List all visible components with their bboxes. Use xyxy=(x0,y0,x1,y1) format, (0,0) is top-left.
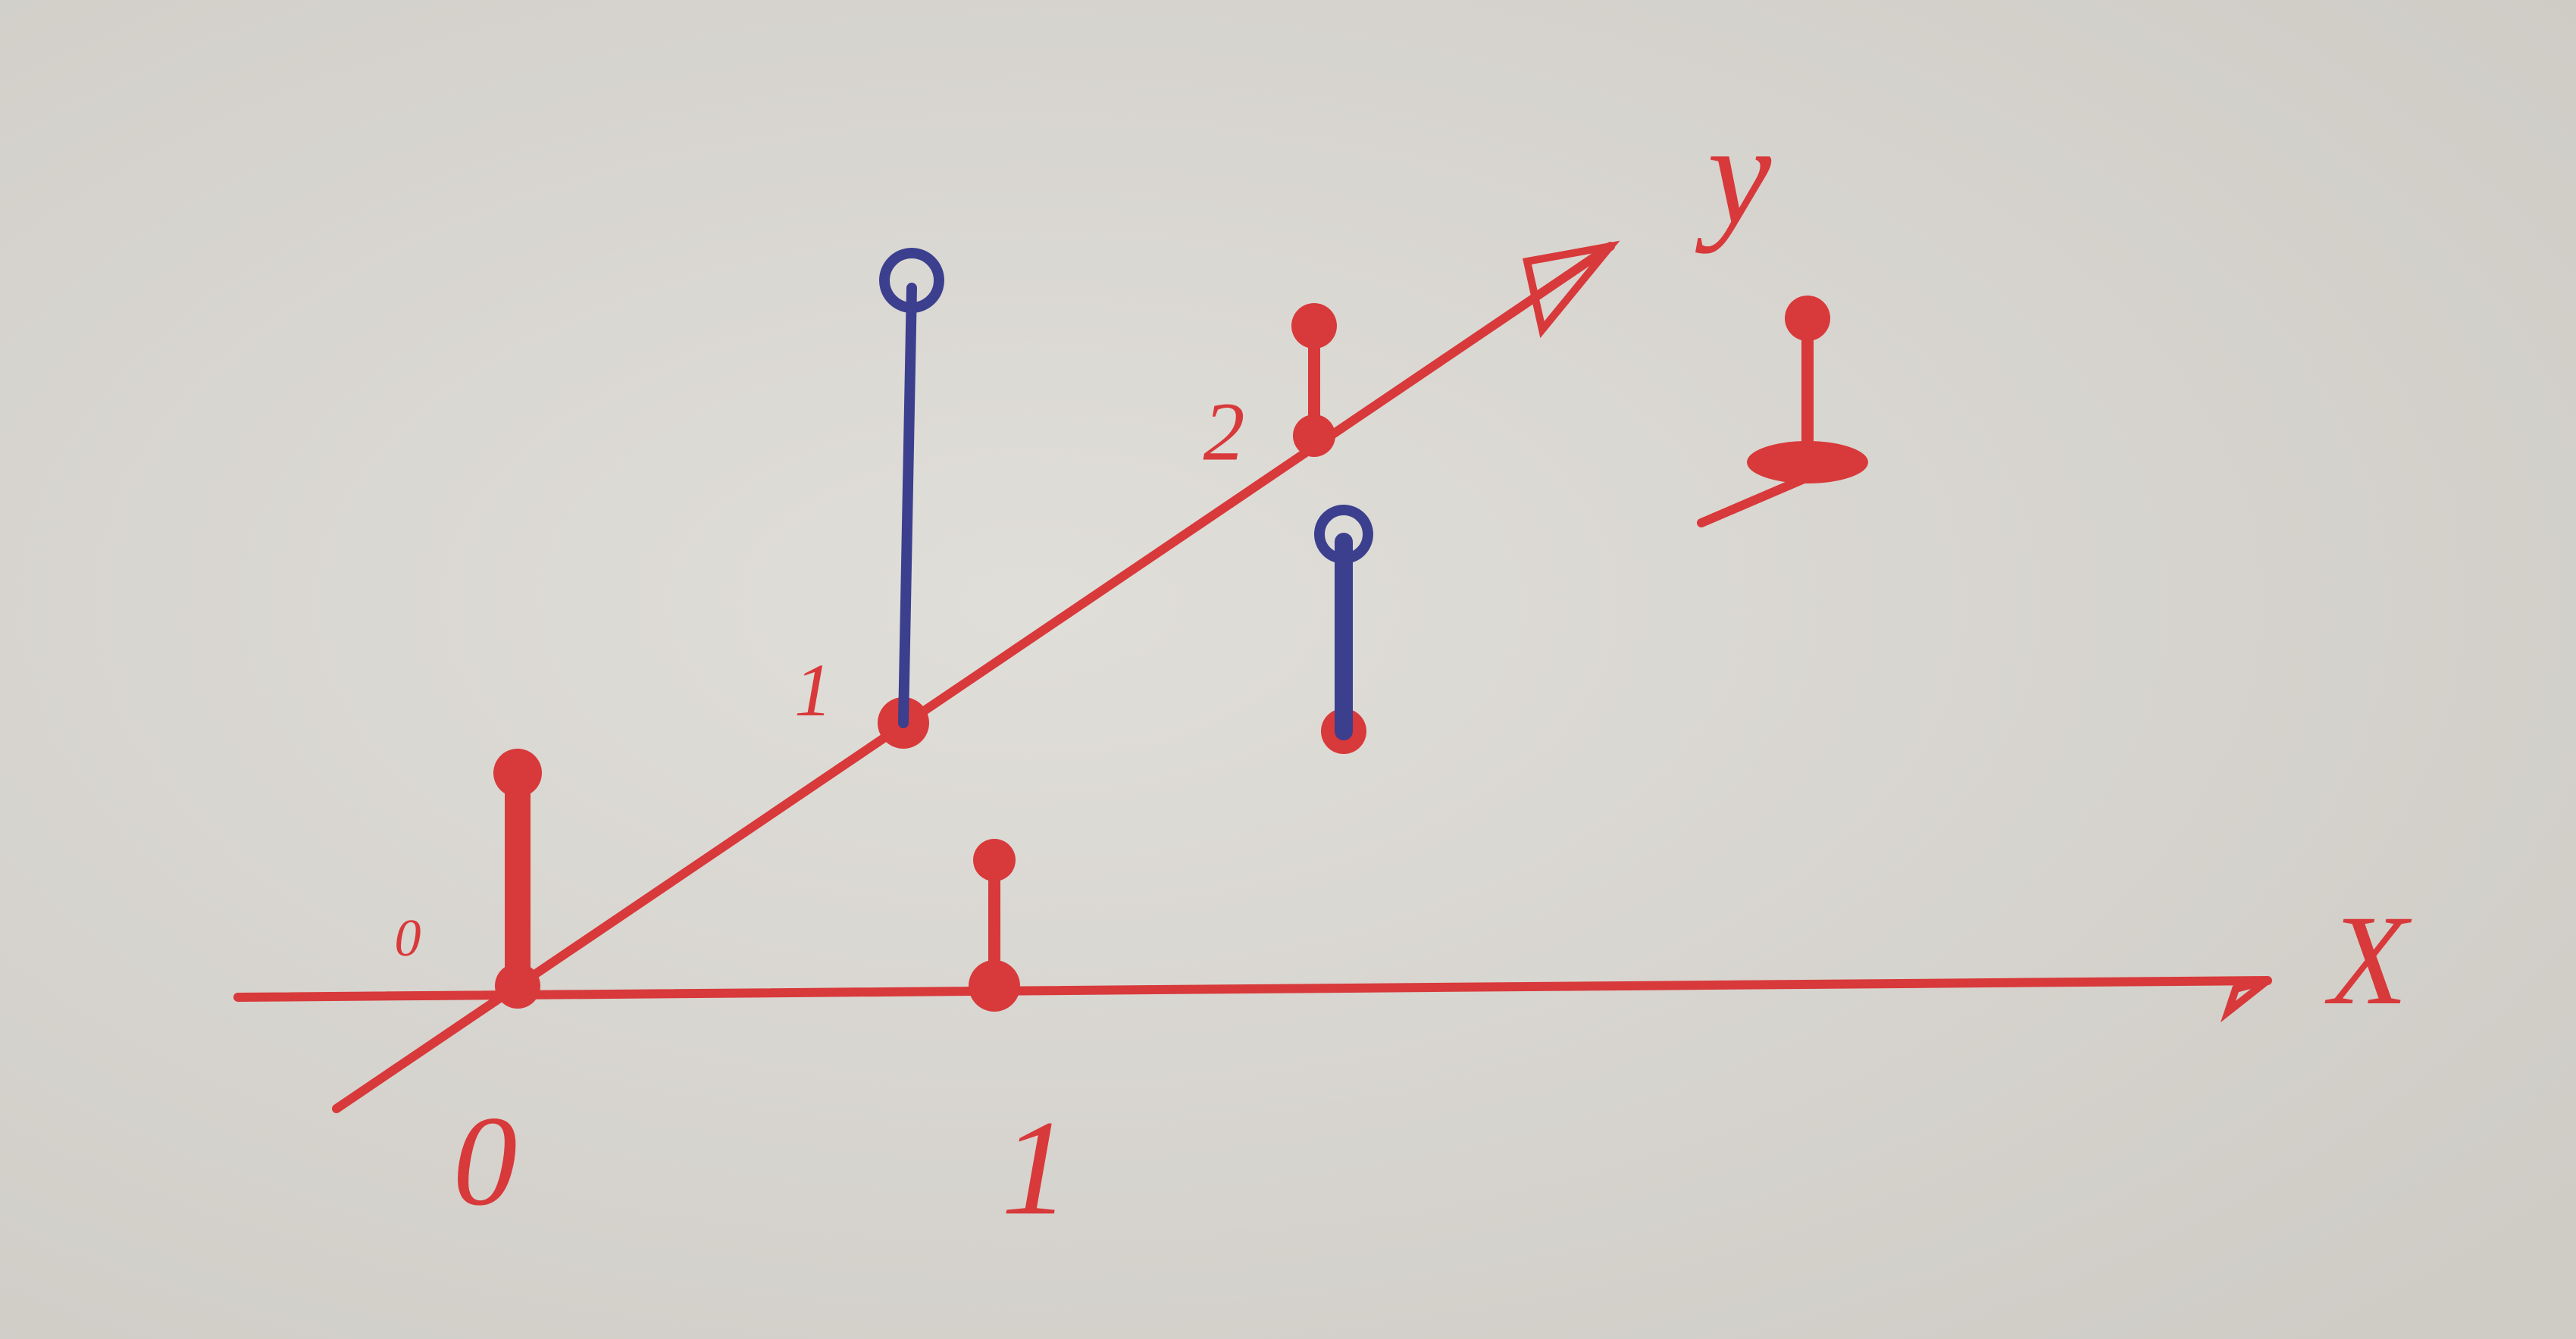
x-tick-label: 0 xyxy=(453,1090,518,1232)
stem-head xyxy=(1291,303,1337,349)
stem-head xyxy=(879,248,944,313)
x-tick-label: 1 xyxy=(1001,1092,1069,1243)
y-axis-label: y xyxy=(1695,95,1772,255)
y-arrow xyxy=(1522,240,1620,339)
stem-head xyxy=(493,749,542,797)
y-axis xyxy=(332,242,1615,1113)
stem-head xyxy=(973,839,1016,881)
stem-head xyxy=(1314,505,1373,564)
y-tick-label: 2 xyxy=(1203,385,1245,477)
y-tick-label: 1 xyxy=(794,648,832,732)
x-axis-label: X xyxy=(2324,889,2412,1031)
stroke xyxy=(1697,473,1812,527)
x-axis xyxy=(233,976,2272,1002)
stem-head xyxy=(1785,296,1830,341)
stem xyxy=(898,283,917,728)
x-arrow xyxy=(2220,977,2271,1023)
y-tick-label: 0 xyxy=(395,909,421,968)
